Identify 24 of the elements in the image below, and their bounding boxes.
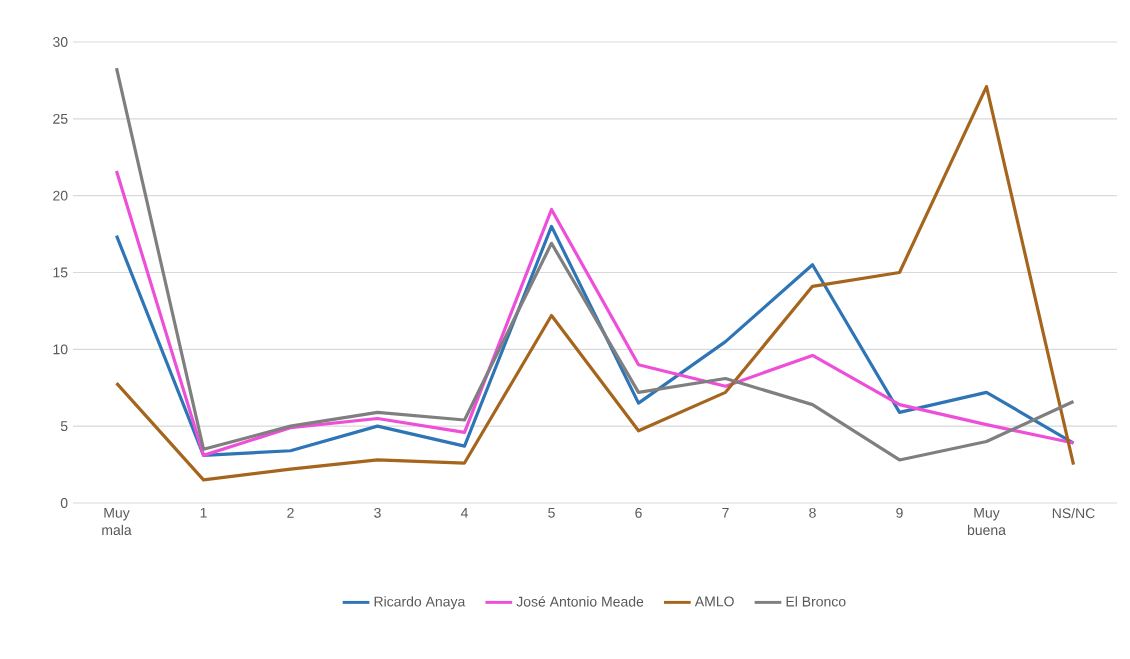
x-tick-label: 6	[635, 507, 642, 518]
x-tick-label: Muy buena	[967, 507, 1006, 536]
x-tick-label: 7	[722, 507, 729, 518]
y-tick-label: 25	[53, 113, 68, 124]
legend-label: Ricardo Anaya	[374, 596, 466, 610]
x-tick-label: 3	[374, 507, 381, 518]
legend-label: José Antonio Meade	[516, 596, 644, 607]
x-tick-label: Muy mala	[102, 507, 132, 536]
y-tick-label: 30	[53, 37, 68, 47]
legend-label: AMLO	[694, 596, 734, 607]
x-tick-label: 8	[809, 507, 816, 518]
x-tick-label: NS/NC	[1052, 507, 1095, 519]
legend-label: El Bronco	[786, 596, 846, 607]
y-tick-label: 20	[53, 190, 68, 201]
y-tick-label: 10	[53, 344, 68, 355]
x-tick-label: 5	[548, 507, 555, 518]
y-tick-label: 5	[60, 421, 68, 432]
x-tick-label: 9	[896, 507, 903, 518]
line-series	[114, 169, 1076, 457]
y-tick-label: 15	[53, 267, 68, 278]
x-tick-label: 2	[287, 507, 294, 518]
x-tick-label: 1	[200, 507, 207, 518]
y-tick-label: 0	[60, 498, 68, 508]
x-tick-label: 4	[460, 507, 468, 518]
